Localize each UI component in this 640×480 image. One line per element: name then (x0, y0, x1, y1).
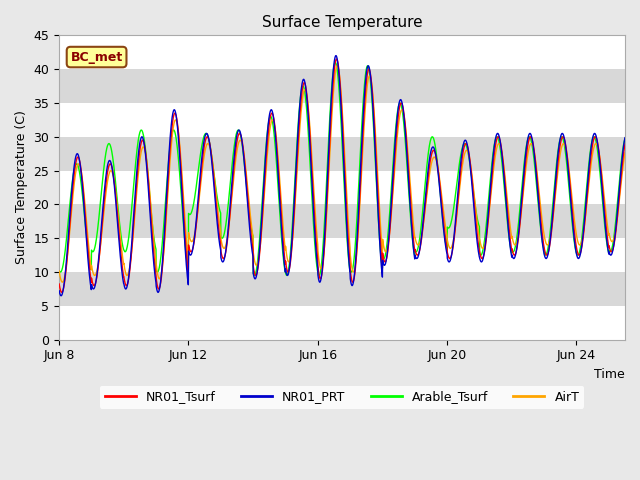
Bar (59, 69, 625, 103)
Bar (59, 170, 625, 204)
Legend: NR01_Tsurf, NR01_PRT, Arable_Tsurf, AirT: NR01_Tsurf, NR01_PRT, Arable_Tsurf, AirT (100, 385, 584, 408)
Bar (59, 238, 625, 272)
X-axis label: Time: Time (595, 368, 625, 381)
Bar (59, 103, 625, 137)
Bar (59, 306, 625, 340)
Bar (59, 137, 625, 170)
Bar (59, 272, 625, 306)
Title: Surface Temperature: Surface Temperature (262, 15, 422, 30)
Bar (59, 36, 625, 69)
Y-axis label: Surface Temperature (C): Surface Temperature (C) (15, 110, 28, 264)
Bar (59, 204, 625, 238)
Text: BC_met: BC_met (70, 50, 123, 63)
